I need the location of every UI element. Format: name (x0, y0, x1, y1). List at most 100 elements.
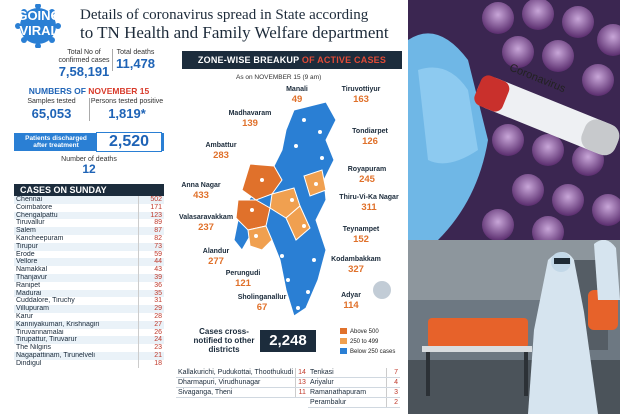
november-heading-month: NOVEMBER 15 (88, 86, 150, 96)
total-deaths-stat: Total deaths 11,478 (112, 49, 158, 71)
virus-badge-icon (15, 4, 61, 48)
samples-tested-stat: Samples tested 65,053 (14, 98, 89, 121)
map-shape (233, 101, 391, 317)
confirmed-label: Total No of confirmed cases (58, 49, 110, 64)
district-name: Kancheepuram (16, 234, 64, 242)
case-count: 3 (385, 387, 400, 398)
sunday-row: The Nilgiris 23 (14, 344, 164, 352)
as-of-date: As on NOVEMBER 15 (9 am) (236, 74, 322, 81)
sunday-row: Coimbatore 171 (14, 203, 164, 212)
daily-deaths-value: 12 (82, 162, 96, 176)
infographic-panel: GOING VIRAL Details of coronavirus sprea… (14, 4, 406, 408)
zone-label: Tiruvottiyur 163 (341, 86, 381, 105)
cross-notified-value: 2,248 (260, 330, 316, 352)
case-count: 18 (137, 359, 164, 368)
district-name: Dindigul (16, 359, 42, 367)
district-name: Ranipet (16, 281, 41, 289)
district-name: Kallakurichi, Pudukottai, Thoothukudi (176, 368, 296, 378)
district-row: Sivaganga, Theni 11 (176, 387, 308, 398)
zone-label: Royapuram 245 (347, 166, 387, 185)
map-legend: Above 500 250 to 499 Below 250 cases (340, 327, 406, 357)
case-count: 28 (137, 312, 164, 321)
zone-label: Madhavaram 139 (228, 110, 272, 129)
sunday-row: Salem 87 (14, 227, 164, 235)
district-name: Karur (16, 312, 34, 320)
case-count: 29 (137, 305, 164, 313)
cross-notified-stat: Cases cross-notified to other districts … (182, 327, 406, 367)
cross-notified-label: Cases cross-notified to other districts (193, 327, 255, 354)
confirmed-value: 7,58,191 (58, 64, 110, 79)
headline-line-1: Details of coronavirus spread in State a… (80, 7, 369, 23)
sunday-row: Dindigul 18 (14, 359, 164, 368)
district-name: Sivaganga, Theni (176, 387, 296, 398)
case-count: 36 (137, 281, 164, 290)
case-count: 123 (137, 211, 164, 220)
district-name: Chennai (14, 196, 138, 204)
district-row: Perambalur 2 (308, 397, 400, 408)
district-name: Dharmapuri, Virudhunagar (176, 377, 296, 388)
district-name: Ariyalur (308, 377, 386, 388)
sunday-row: Chennai 502 (14, 196, 164, 204)
district-row: Ramanathapuram 3 (308, 387, 400, 398)
zone-label: Thiru-Vi-Ka Nagar 311 (339, 194, 399, 213)
district-name: Coimbatore (16, 203, 53, 211)
discharged-value: 2,520 (96, 132, 162, 152)
sunday-row: Vellore 44 (14, 258, 164, 267)
legend-item: Above 500 (340, 327, 406, 337)
zone-label: Anna Nagar 433 (181, 182, 221, 201)
sunday-row: Tiruvannamalai 26 (14, 328, 164, 337)
case-count: 2 (385, 397, 400, 408)
zone-label: Tondiarpet 126 (352, 128, 388, 147)
ppe-workers-photo (408, 240, 620, 414)
district-name: Tirupur (14, 242, 138, 251)
case-count: 44 (137, 258, 164, 267)
badge-line-1: GOING (17, 8, 61, 23)
zone-label: Sholinganallur 67 (237, 294, 287, 313)
zone-heading-prefix: ZONE-WISE BREAKUP (197, 55, 302, 65)
district-name: Ramanathapuram (308, 387, 386, 398)
case-count: 21 (137, 351, 164, 360)
discharged-stat: Patients discharged after treatment 2,52… (14, 132, 164, 152)
district-row: Tenkasi 7 (308, 368, 400, 378)
case-count: 89 (137, 219, 164, 228)
tested-positive-stat: Persons tested positive 1,819* (89, 98, 164, 121)
district-name: Perambalur (308, 397, 386, 408)
case-count: 171 (137, 203, 164, 212)
district-name: Madurai (14, 289, 138, 298)
case-count: 73 (137, 242, 164, 251)
case-count: 43 (137, 266, 164, 274)
sunday-row: Tirupattur, Tiruvarur 24 (14, 336, 164, 345)
zone-label: Alandur 277 (202, 248, 230, 267)
sunday-row: Kancheepuram 82 (14, 234, 164, 243)
sunday-row: Villupuram 29 (14, 305, 164, 313)
case-count: 39 (137, 273, 164, 282)
district-name: Thanjavur (14, 273, 138, 282)
total-deaths-label: Total deaths (116, 49, 155, 56)
district-name: The Nilgiris (16, 344, 52, 352)
virus-watermark-icon (373, 281, 391, 299)
case-count: 82 (137, 234, 164, 243)
sunday-row: Kanniyakumari, Krishnagiri 27 (14, 320, 164, 329)
case-count: 27 (137, 320, 164, 329)
legend-swatch (340, 348, 347, 354)
district-name: Tiruvallur (16, 219, 45, 227)
zone-label: Manali 49 (286, 86, 308, 105)
case-count: 87 (137, 227, 164, 235)
case-count: 502 (137, 196, 164, 204)
case-count: 35 (137, 289, 164, 298)
sunday-row: Madurai 35 (14, 289, 164, 298)
sunday-row: Chengalpattu 123 (14, 211, 164, 220)
november-15-numbers: NUMBERS OF NOVEMBER 15 Samples tested 65… (14, 86, 164, 182)
sunday-row: Namakkal 43 (14, 266, 164, 274)
case-count: 31 (137, 297, 164, 306)
district-name: Tenkasi (308, 368, 386, 378)
headline: Details of coronavirus spread in State a… (80, 6, 400, 42)
district-name: Tirupattur, Tiruvarur (14, 336, 138, 345)
sunday-row: Thanjavur 39 (14, 273, 164, 282)
sunday-row: Ranipet 36 (14, 281, 164, 290)
district-name: Salem (14, 227, 138, 235)
confirmed-cases-stat: Total No of confirmed cases 7,58,191 (58, 49, 110, 79)
sunday-row: Karur 28 (14, 312, 164, 321)
more-districts-table-right: Tenkasi 7 Ariyalur 4 Ramanathapuram 3 Perambal… (308, 368, 400, 408)
district-row: Ariyalur 4 (308, 377, 400, 388)
